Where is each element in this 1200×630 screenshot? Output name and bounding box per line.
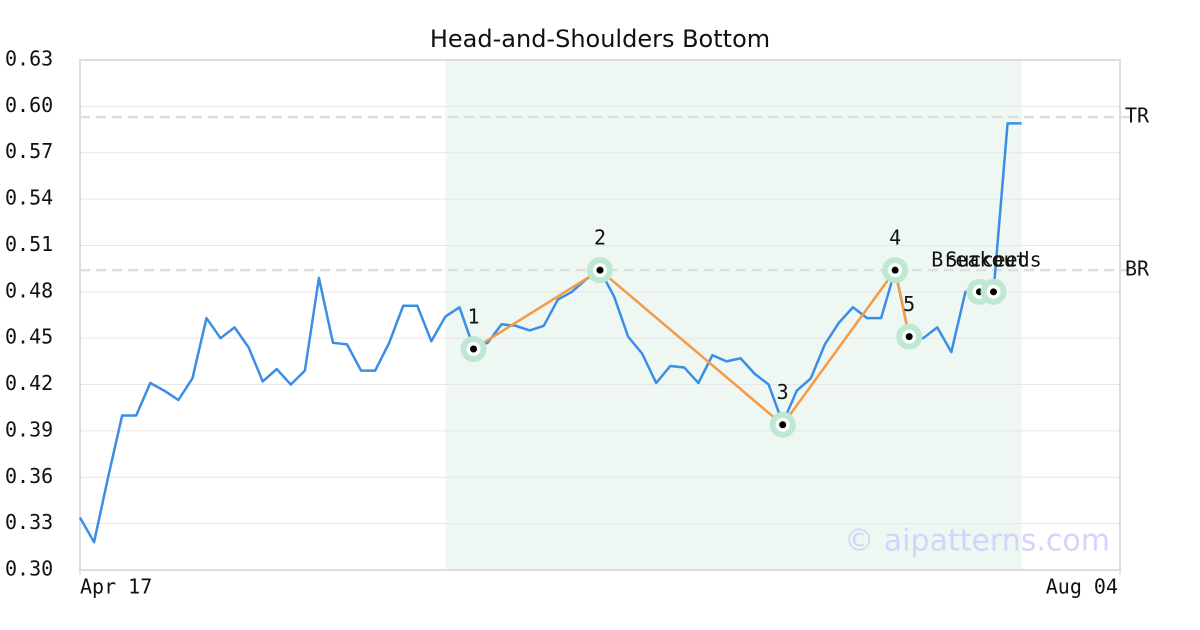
y-tick-label: 0.54 (5, 186, 53, 210)
x-tick-label: Apr 17 (80, 575, 152, 599)
plot-frame (79, 59, 1121, 571)
pattern-point-label: 3 (777, 380, 789, 404)
signal-point-label: Succeeds (945, 247, 1041, 271)
signal-point-dot (990, 288, 998, 296)
pattern-point-dot (596, 266, 604, 274)
y-tick-label: 0.30 (5, 557, 53, 581)
level-label: BR (1125, 257, 1150, 281)
pattern-point-label: 2 (594, 226, 606, 250)
y-tick-label: 0.33 (5, 510, 53, 534)
pattern-region (445, 60, 1022, 570)
y-tick-label: 0.39 (5, 417, 53, 441)
y-tick-label: 0.57 (5, 139, 53, 163)
pattern-point-label: 4 (889, 226, 901, 250)
level-label: TR (1125, 104, 1150, 128)
chart-title: Head-and-Shoulders Bottom (430, 25, 770, 53)
watermark: © aipatterns.com (844, 524, 1110, 559)
y-tick-label: 0.48 (5, 278, 53, 302)
y-tick-label: 0.36 (5, 464, 53, 488)
pattern-point-label: 1 (467, 305, 479, 329)
y-tick-label: 0.60 (5, 93, 53, 117)
pattern-point-dot (905, 333, 913, 341)
y-tick-label: 0.63 (5, 47, 53, 71)
price-line (78, 122, 1022, 544)
pattern-point-dot (470, 345, 478, 353)
x-tick-label: Aug 04 (1046, 575, 1118, 599)
y-tick-label: 0.51 (5, 232, 53, 256)
pattern-point-dot (891, 266, 899, 274)
signal-point-label: Breakout (931, 247, 1027, 271)
pattern-point-label: 5 (903, 292, 915, 316)
pattern-point-dot (779, 421, 787, 429)
y-tick-label: 0.45 (5, 325, 53, 349)
y-tick-label: 0.42 (5, 371, 53, 395)
